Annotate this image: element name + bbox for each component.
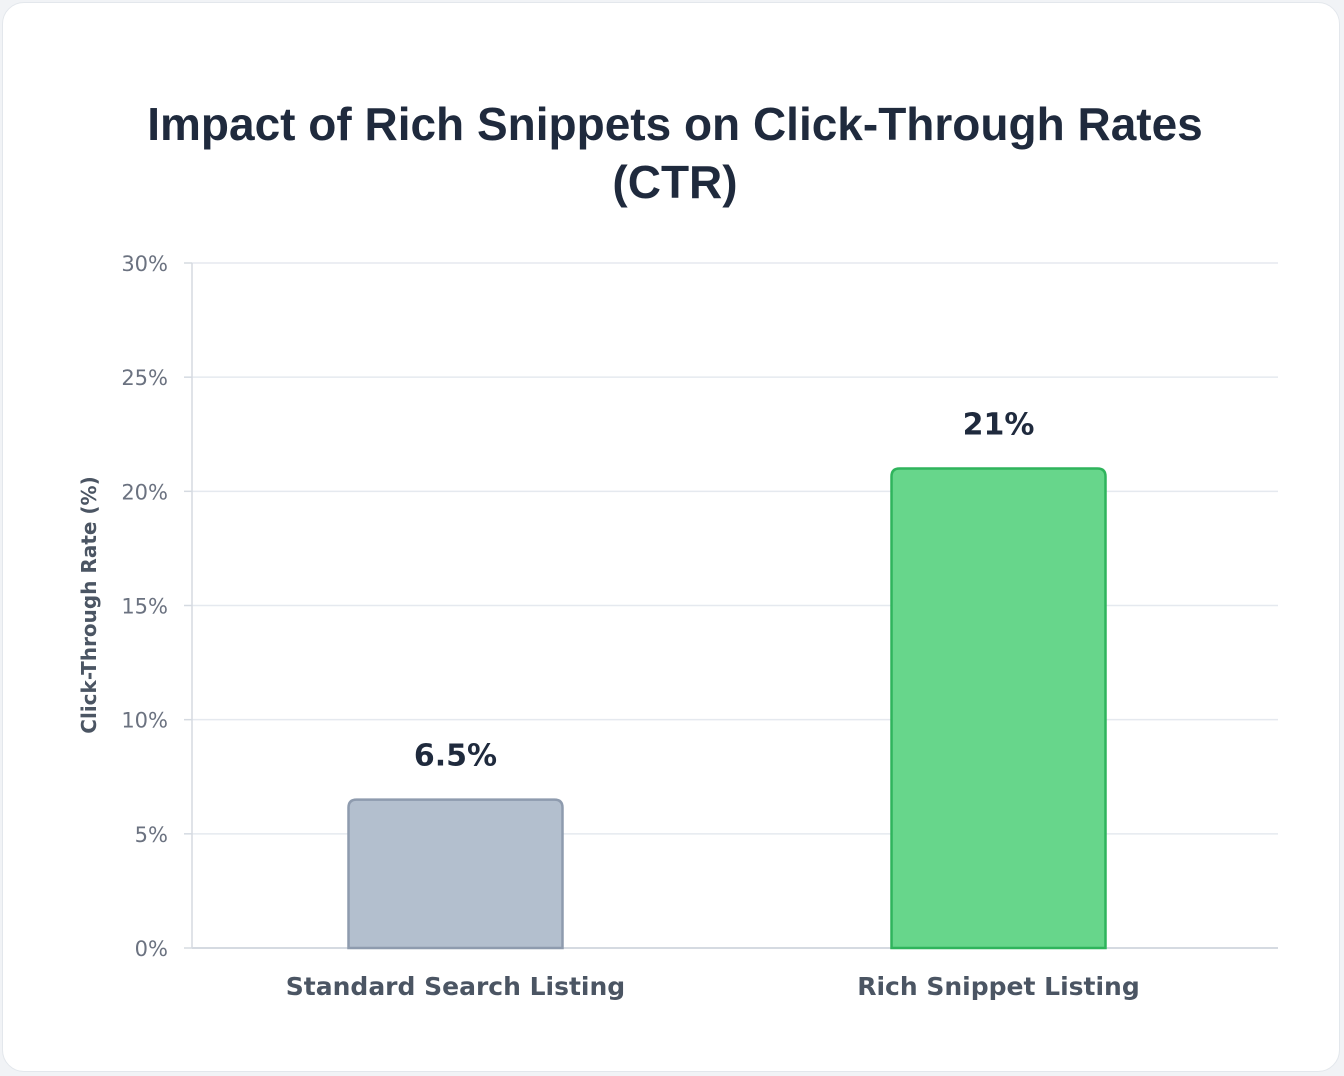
bar-value-label: 21% [963,408,1035,443]
y-tick-label: 30% [121,252,168,276]
bar-rich-snippet-listing [890,467,1107,950]
x-category-label: Standard Search Listing [286,972,625,1001]
x-category-label: Rich Snippet Listing [857,972,1140,1001]
bars [347,467,1107,950]
y-tick-label: 15% [121,595,168,619]
y-tick-label: 10% [121,709,168,733]
y-tick-label: 25% [121,366,168,390]
grid-lines [192,262,1278,835]
bar-standard-search-listing [347,798,564,950]
y-tick-labels: 0% 5% 10% 15% 20% 25% 30% [121,252,168,961]
bar-value-labels: 6.5% 21% [414,408,1035,774]
x-category-labels: Standard Search Listing Rich Snippet List… [286,972,1140,1001]
y-axis-title: Click-Through Rate (%) [77,476,101,733]
bar-value-label: 6.5% [414,739,497,774]
y-tick-label: 20% [121,480,168,504]
chart-title: Impact of Rich Snippets on Click-Through… [147,98,1203,208]
y-tick-label: 5% [135,823,168,847]
y-tick-label: 0% [135,937,168,961]
